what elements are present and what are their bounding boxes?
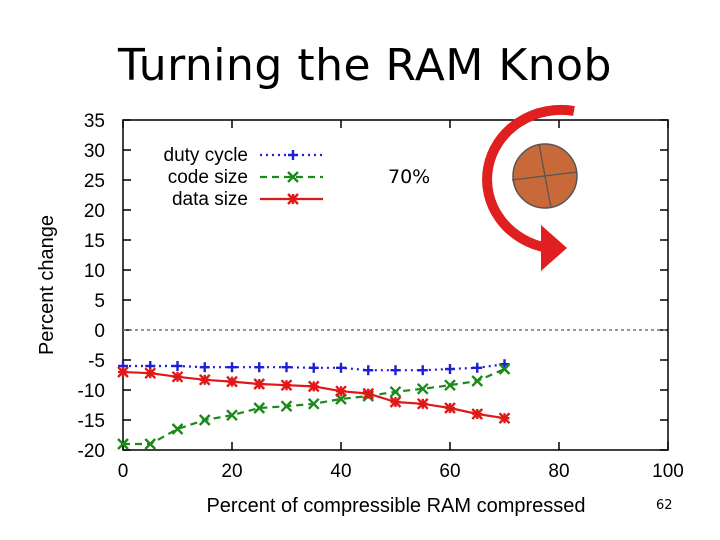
x-tick-label: 100 <box>652 461 684 482</box>
y-tick-label: -20 <box>78 441 105 462</box>
legend-label-duty-cycle: duty cycle <box>164 145 248 166</box>
data-point-code-size <box>389 385 402 398</box>
data-point-duty-cycle <box>199 362 210 373</box>
legend-marker-data-size <box>287 193 299 205</box>
x-axis-title: Percent of compressible RAM compressed <box>206 495 585 517</box>
data-point-duty-cycle <box>281 362 292 373</box>
data-point-duty-cycle <box>417 365 428 376</box>
legend-marker-code-size <box>287 171 299 183</box>
slide-number: 62 <box>656 498 673 513</box>
y-tick-label: -10 <box>78 381 105 402</box>
data-point-data-size <box>280 379 293 392</box>
rotation-arrowhead <box>541 225 567 271</box>
data-point-data-size <box>498 412 511 425</box>
x-tick-label: 60 <box>439 461 460 482</box>
data-point-code-size <box>198 414 211 426</box>
data-point-code-size <box>226 409 238 422</box>
data-point-duty-cycle <box>363 365 374 376</box>
data-point-data-size <box>444 402 456 414</box>
x-tick-label: 0 <box>118 461 129 482</box>
data-point-duty-cycle <box>254 362 265 373</box>
data-point-data-size <box>335 385 347 398</box>
data-point-data-size <box>307 380 320 393</box>
data-point-data-size <box>226 375 238 388</box>
data-point-duty-cycle <box>336 362 346 373</box>
legend-marker-duty-cycle <box>288 150 298 160</box>
y-tick-label: 20 <box>84 201 105 222</box>
y-tick-label: 25 <box>84 171 105 192</box>
data-point-data-size <box>253 378 266 390</box>
data-point-duty-cycle <box>172 361 183 371</box>
y-axis-title: Percent change <box>36 215 58 355</box>
data-point-code-size <box>471 375 484 387</box>
data-point-duty-cycle <box>227 362 237 373</box>
plot-frame <box>122 119 669 451</box>
data-point-data-size <box>117 366 129 378</box>
x-tick-label: 20 <box>221 461 242 482</box>
x-tick-label: 80 <box>548 461 569 482</box>
knob-annotation-label: 70% <box>388 166 430 188</box>
legend-label-code-size: code size <box>168 167 248 188</box>
chart-series <box>117 359 511 450</box>
y-tick-label: 10 <box>84 261 105 282</box>
y-tick-label: -15 <box>78 411 105 432</box>
data-point-code-size <box>253 402 266 414</box>
data-point-code-size <box>117 438 129 450</box>
data-point-data-size <box>144 367 157 380</box>
data-point-code-size <box>171 423 184 435</box>
legend-label-data-size: data size <box>172 189 248 210</box>
data-point-code-size <box>416 382 429 395</box>
data-point-data-size <box>362 387 375 400</box>
rotation-arrow <box>482 104 575 253</box>
x-tick-label: 40 <box>330 461 351 482</box>
data-point-code-size <box>498 363 511 375</box>
data-point-data-size <box>416 397 429 410</box>
y-tick-label: 30 <box>84 141 105 162</box>
data-point-data-size <box>471 408 484 420</box>
y-tick-label: -5 <box>88 351 105 372</box>
data-point-duty-cycle <box>308 362 319 373</box>
ram-knob-illustration <box>482 104 578 271</box>
y-tick-label: 0 <box>94 321 105 342</box>
data-point-code-size <box>307 397 320 410</box>
data-point-code-size <box>280 400 293 413</box>
data-point-duty-cycle <box>390 365 401 376</box>
data-point-data-size <box>198 373 211 386</box>
series-line-duty-cycle <box>123 363 505 372</box>
y-tick-label: 15 <box>84 231 105 252</box>
data-point-duty-cycle <box>472 362 483 373</box>
data-point-data-size <box>389 396 402 408</box>
slide-title: Turning the RAM Knob <box>118 40 612 91</box>
data-point-data-size <box>171 370 184 383</box>
data-point-duty-cycle <box>445 364 455 374</box>
knob-crosshair-v <box>538 143 552 209</box>
chart-axes: -20 -15 -10 -5 0 5 10 15 20 25 30 35 0 20 40 60 80 100 <box>78 111 684 482</box>
y-tick-label: 35 <box>84 111 105 132</box>
data-point-code-size <box>144 438 157 450</box>
data-point-code-size <box>444 379 456 392</box>
y-tick-label: 5 <box>94 291 105 312</box>
